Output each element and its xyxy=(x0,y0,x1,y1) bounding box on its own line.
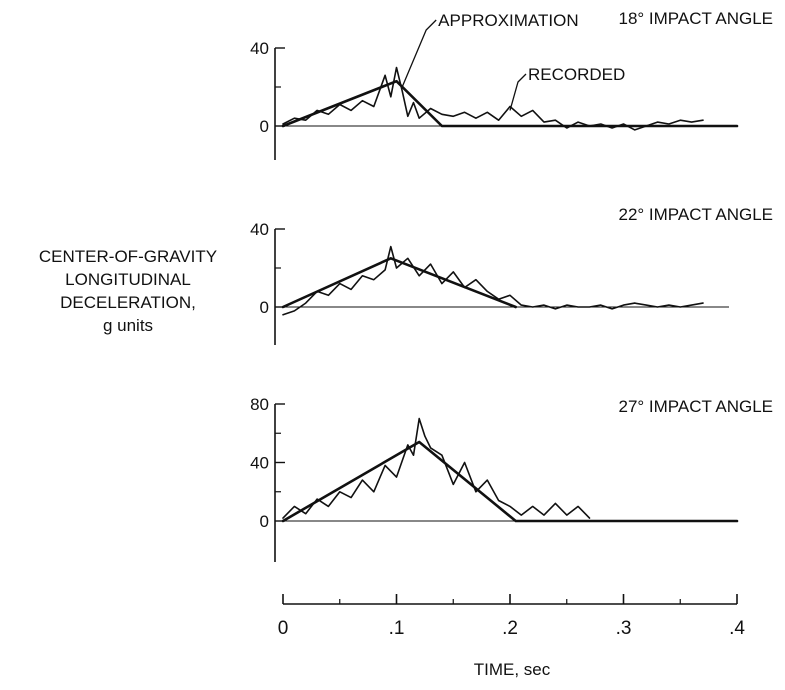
recorded-line xyxy=(282,417,591,519)
time-tick-label-0: 0 xyxy=(278,618,289,639)
time-tick-label-2: .2 xyxy=(502,618,518,639)
panel-title: 22° IMPACT ANGLE xyxy=(618,205,773,224)
approximation-line xyxy=(281,256,518,309)
recorded-line xyxy=(282,66,704,131)
y-tick-label-40: 40 xyxy=(250,454,269,473)
panel-title: 27° IMPACT ANGLE xyxy=(618,397,773,416)
x-axis-label: TIME, sec xyxy=(474,660,551,679)
chart-panel-2: 22° IMPACT ANGLE 0 40 xyxy=(250,205,773,345)
y-tick-label-80: 80 xyxy=(250,395,269,414)
time-axis: 0 .1 .2 .3 .4 xyxy=(278,594,745,639)
y-tick-label-0: 0 xyxy=(260,117,269,136)
time-tick-label-4: .4 xyxy=(729,618,745,639)
chart-panel-3: 27° IMPACT ANGLE 0 40 80 xyxy=(250,395,773,562)
y-axis-label-line-2: LONGITUDINAL xyxy=(65,270,191,289)
y-axis-label-line-4: g units xyxy=(103,316,153,335)
y-tick-label-40: 40 xyxy=(250,220,269,239)
y-tick-label-0: 0 xyxy=(260,298,269,317)
approximation-line xyxy=(281,79,739,128)
panel-title: 18° IMPACT ANGLE xyxy=(618,9,773,28)
recorded-leader xyxy=(509,73,527,111)
y-axis-label: CENTER-OF-GRAVITY LONGITUDINAL DECELERAT… xyxy=(39,247,217,335)
approximation-line xyxy=(281,440,739,523)
time-tick-label-1: .1 xyxy=(389,618,405,639)
y-axis-label-line-3: DECELERATION, xyxy=(60,293,196,312)
y-axis-label-line-1: CENTER-OF-GRAVITY xyxy=(39,247,217,266)
recorded-line xyxy=(282,245,704,316)
time-tick-label-3: .3 xyxy=(616,618,632,639)
y-tick-label-0: 0 xyxy=(260,512,269,531)
annotation-recorded: RECORDED xyxy=(528,65,625,84)
chart-panel-1: 18° IMPACT ANGLE 0 40 APPROXIMATION RECORDED xyxy=(250,9,773,160)
annotation-approximation: APPROXIMATION xyxy=(438,11,578,30)
chart-panels: 18° IMPACT ANGLE 0 40 APPROXIMATION RECORDED… xyxy=(250,9,773,562)
approximation-leader xyxy=(401,19,437,88)
y-tick-label-40: 40 xyxy=(250,39,269,58)
